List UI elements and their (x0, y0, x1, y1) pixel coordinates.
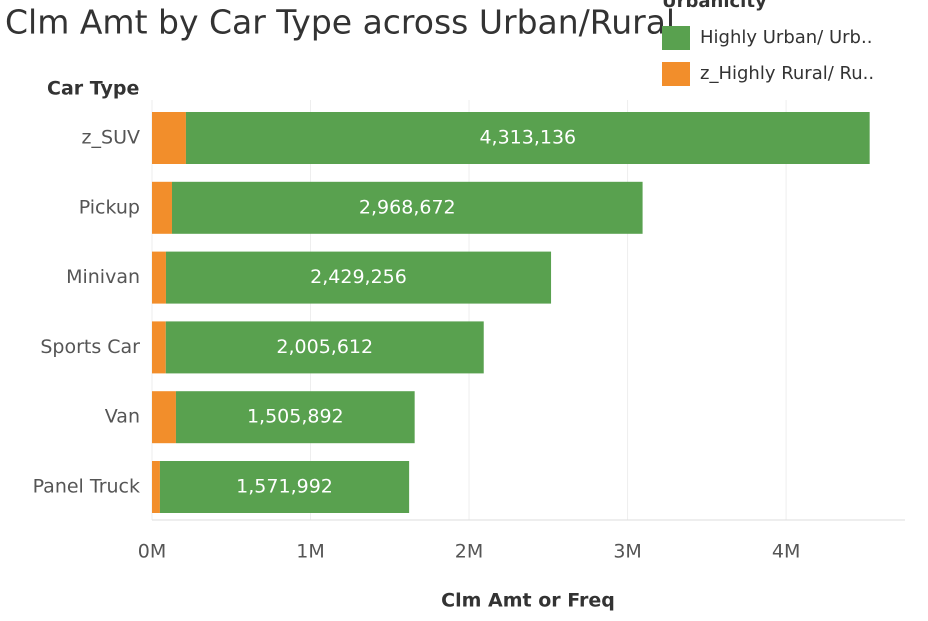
bar-segment (165, 251, 552, 304)
bar-segment (175, 391, 415, 444)
legend-title: Urbanicity (662, 0, 767, 12)
value-label: 2,429,256 (310, 266, 407, 288)
y-tick-label: z_SUV (82, 127, 140, 149)
bar-segment (152, 251, 166, 304)
y-tick-label: Van (105, 406, 140, 428)
x-tick-label: 2M (455, 541, 483, 563)
bar-segment (159, 461, 410, 513)
legend-swatch (662, 26, 690, 50)
bar-segment (152, 181, 172, 234)
x-tick-label: 3M (613, 541, 641, 563)
bar-segment (152, 112, 186, 164)
bar-segment (152, 321, 166, 374)
value-label: 4,313,136 (479, 127, 576, 149)
bar-segment (152, 461, 160, 513)
bar-segment (152, 391, 176, 444)
y-tick-label: Panel Truck (33, 476, 140, 498)
value-label: 2,005,612 (276, 336, 373, 358)
value-label: 1,571,992 (236, 476, 333, 498)
bar-segment (165, 321, 484, 374)
value-label: 1,505,892 (247, 406, 344, 428)
bar-segment (185, 112, 870, 164)
y-tick-label: Pickup (79, 196, 140, 218)
legend-label: z_Highly Rural/ Ru.. (700, 63, 874, 84)
x-tick-label: 0M (138, 541, 166, 563)
y-axis-title: Car Type (47, 78, 139, 100)
y-tick-label: Sports Car (40, 336, 140, 358)
legend-label: Highly Urban/ Urb.. (700, 27, 872, 48)
value-label: 2,968,672 (359, 196, 456, 218)
x-axis-title: Clm Amt or Freq (441, 590, 615, 612)
x-tick-label: 4M (772, 541, 800, 563)
bar-segment (171, 181, 643, 234)
chart-title: Clm Amt by Car Type across Urban/Rural (5, 3, 675, 42)
legend-swatch (662, 62, 690, 86)
y-tick-label: Minivan (66, 266, 140, 288)
x-tick-label: 1M (296, 541, 324, 563)
